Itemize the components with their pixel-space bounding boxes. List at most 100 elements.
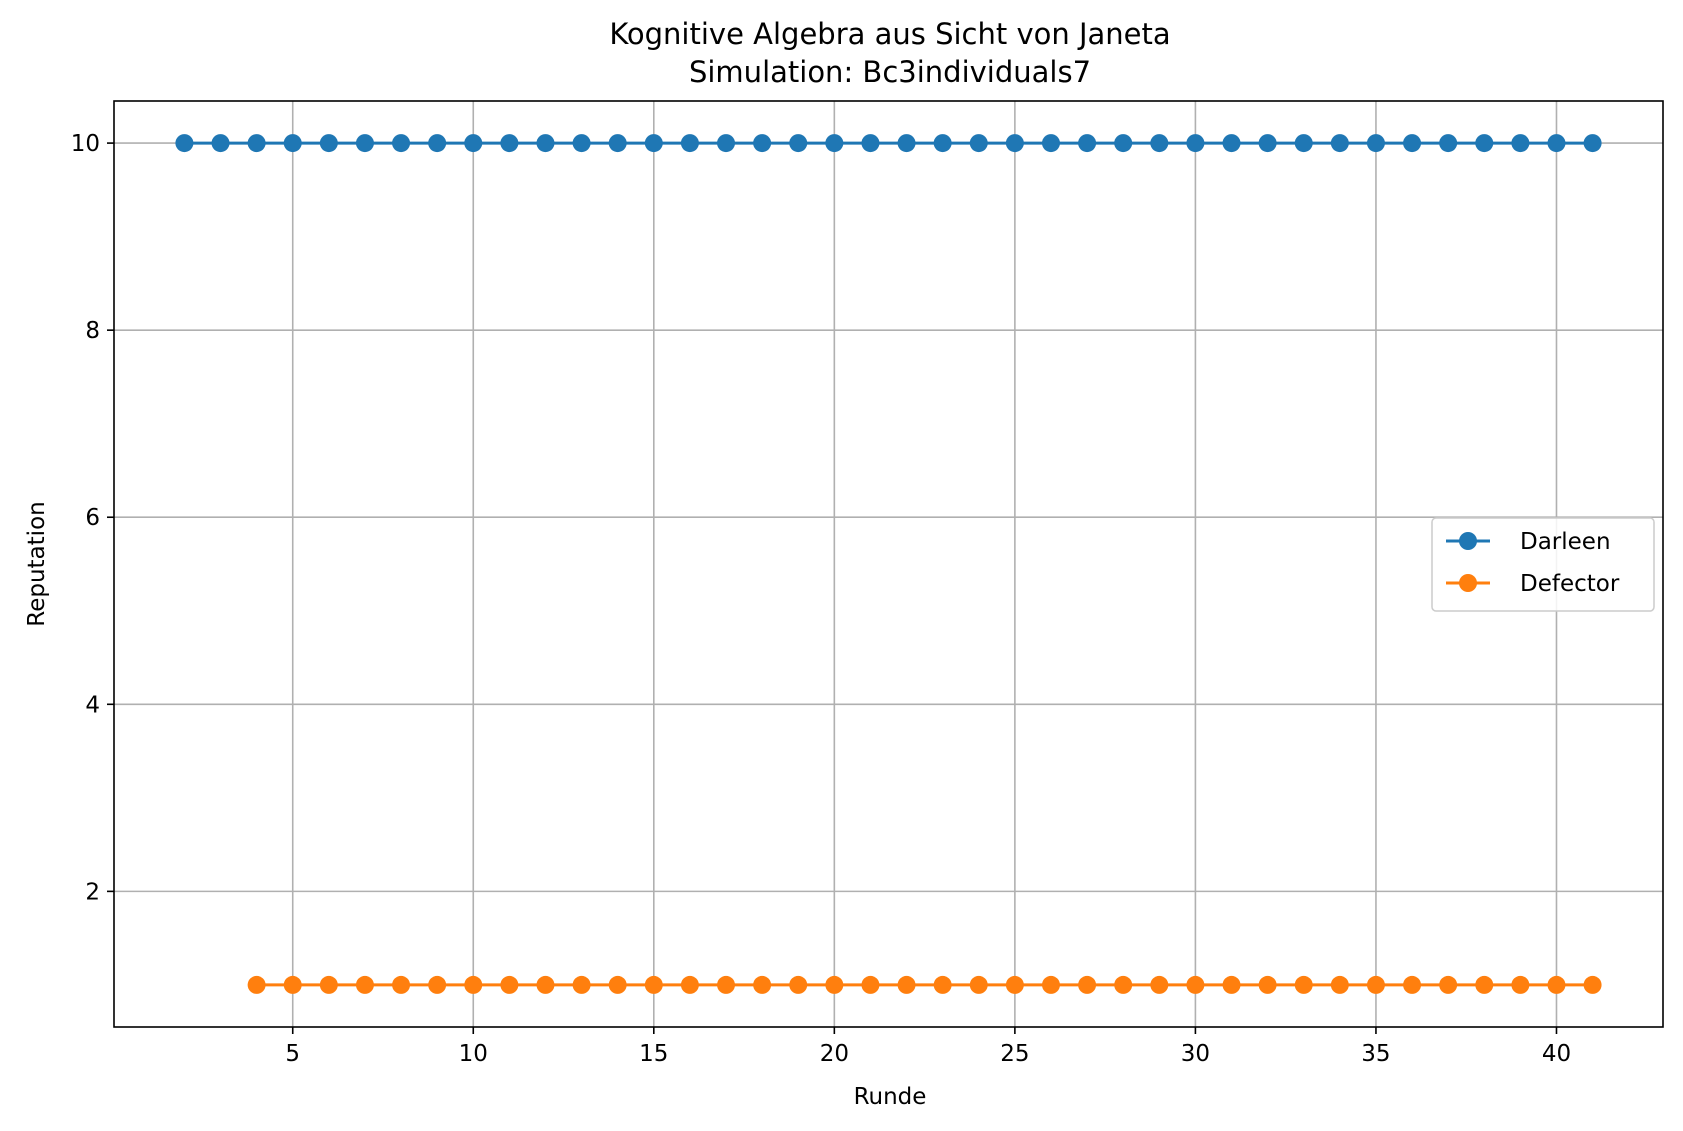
data-point-darleen	[717, 134, 736, 153]
chart-subtitle: Simulation: Bc3individuals7	[689, 55, 1091, 89]
data-point-defector	[1005, 975, 1024, 994]
data-point-darleen	[789, 134, 808, 153]
chart-title: Kognitive Algebra aus Sicht von Janeta	[609, 17, 1170, 51]
x-tick-label: 15	[639, 1041, 668, 1067]
data-point-defector	[1078, 975, 1097, 994]
data-point-defector	[1511, 975, 1530, 994]
data-point-darleen	[969, 134, 988, 153]
data-point-defector	[753, 975, 772, 994]
data-point-defector	[1475, 975, 1494, 994]
data-point-darleen	[392, 134, 411, 153]
data-point-darleen	[319, 134, 338, 153]
data-point-darleen	[175, 134, 194, 153]
data-point-defector	[500, 975, 519, 994]
data-point-defector	[283, 975, 302, 994]
x-tick-label: 40	[1542, 1041, 1571, 1067]
data-point-defector	[1583, 975, 1602, 994]
legend-marker-darleen	[1459, 532, 1477, 550]
y-axis-label: Reputation	[24, 501, 50, 626]
data-point-darleen	[608, 134, 627, 153]
data-point-darleen	[572, 134, 591, 153]
legend: Darleen Defector	[1431, 517, 1655, 612]
data-point-defector	[464, 975, 483, 994]
data-point-defector	[1439, 975, 1458, 994]
data-point-darleen	[861, 134, 880, 153]
data-point-defector	[572, 975, 591, 994]
data-point-darleen	[680, 134, 699, 153]
data-point-darleen	[464, 134, 483, 153]
data-point-defector	[825, 975, 844, 994]
plot-frame	[113, 100, 1664, 1028]
y-tick-label: 10	[71, 131, 100, 157]
data-point-darleen	[1150, 134, 1169, 153]
x-tick-label: 5	[285, 1041, 300, 1067]
data-point-darleen	[1403, 134, 1422, 153]
data-point-darleen	[825, 134, 844, 153]
y-tick-label: 4	[85, 692, 100, 718]
data-point-darleen	[247, 134, 266, 153]
y-tick-label: 6	[85, 505, 100, 531]
data-point-darleen	[644, 134, 663, 153]
legend-marker-defector	[1459, 574, 1477, 592]
data-point-defector	[1366, 975, 1385, 994]
data-point-defector	[933, 975, 952, 994]
data-point-defector	[536, 975, 555, 994]
data-point-defector	[355, 975, 374, 994]
y-tick-label: 2	[85, 879, 100, 905]
data-point-defector	[1547, 975, 1566, 994]
plot-series	[175, 134, 1602, 994]
x-axis-label: Runde	[854, 1084, 927, 1110]
data-point-defector	[1330, 975, 1349, 994]
data-point-darleen	[1439, 134, 1458, 153]
data-point-defector	[428, 975, 447, 994]
data-point-darleen	[1511, 134, 1530, 153]
data-point-defector	[1403, 975, 1422, 994]
data-point-darleen	[355, 134, 374, 153]
legend-label-defector: Defector	[1520, 571, 1620, 597]
data-point-defector	[1258, 975, 1277, 994]
data-point-defector	[1222, 975, 1241, 994]
data-point-darleen	[1222, 134, 1241, 153]
data-point-defector	[897, 975, 916, 994]
data-point-defector	[1150, 975, 1169, 994]
data-point-darleen	[1078, 134, 1097, 153]
data-point-darleen	[1475, 134, 1494, 153]
data-point-darleen	[283, 134, 302, 153]
data-point-darleen	[536, 134, 555, 153]
x-tick-label: 20	[820, 1041, 849, 1067]
y-tick-label: 8	[85, 318, 100, 344]
data-point-darleen	[1294, 134, 1313, 153]
data-point-darleen	[1258, 134, 1277, 153]
data-point-darleen	[1547, 134, 1566, 153]
data-point-defector	[1041, 975, 1060, 994]
data-point-defector	[247, 975, 266, 994]
x-axis-ticks: 5 10 15 20 25 30 35 40	[285, 1027, 1571, 1067]
legend-label-darleen: Darleen	[1520, 529, 1611, 555]
data-point-darleen	[1330, 134, 1349, 153]
data-point-darleen	[897, 134, 916, 153]
data-point-darleen	[428, 134, 447, 153]
data-point-darleen	[1041, 134, 1060, 153]
data-point-defector	[644, 975, 663, 994]
data-point-defector	[1114, 975, 1133, 994]
data-point-defector	[1186, 975, 1205, 994]
data-point-defector	[608, 975, 627, 994]
data-point-defector	[392, 975, 411, 994]
x-tick-label: 25	[1000, 1041, 1029, 1067]
data-point-darleen	[933, 134, 952, 153]
x-tick-label: 30	[1181, 1041, 1210, 1067]
x-tick-label: 10	[459, 1041, 488, 1067]
data-point-darleen	[1366, 134, 1385, 153]
data-point-darleen	[211, 134, 230, 153]
data-point-defector	[1294, 975, 1313, 994]
data-point-darleen	[1186, 134, 1205, 153]
data-point-defector	[789, 975, 808, 994]
data-point-darleen	[1114, 134, 1133, 153]
data-point-defector	[717, 975, 736, 994]
data-point-darleen	[1583, 134, 1602, 153]
data-point-darleen	[500, 134, 519, 153]
y-axis-ticks: 2 4 6 8 10	[71, 131, 114, 905]
data-point-defector	[680, 975, 699, 994]
data-point-defector	[319, 975, 338, 994]
